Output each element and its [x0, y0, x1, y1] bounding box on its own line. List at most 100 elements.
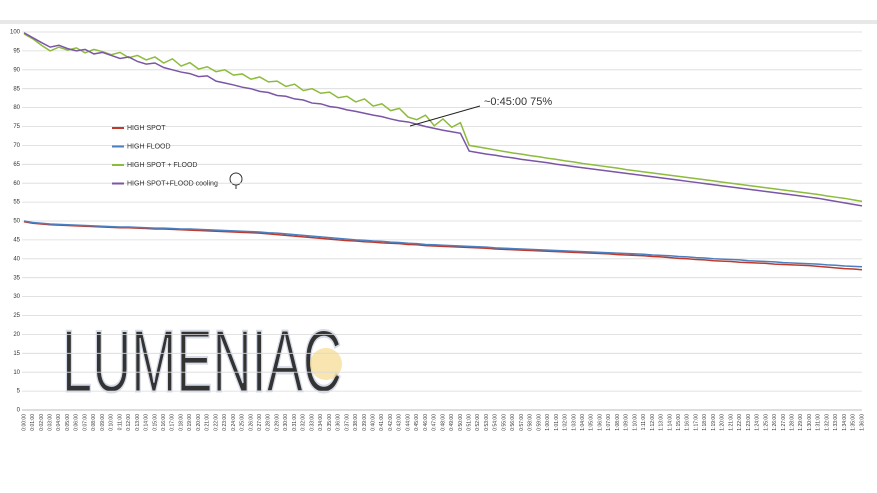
x-tick-label: 0:45:00: [414, 414, 420, 431]
x-tick-label: 1:09:00: [624, 414, 630, 431]
x-tick-label: 1:06:00: [597, 414, 603, 431]
x-tick-label: 0:44:00: [405, 414, 411, 431]
x-tick-label: 0:07:00: [82, 414, 88, 431]
x-tick-label: 1:33:00: [833, 414, 839, 431]
x-tick-label: 0:48:00: [440, 414, 446, 431]
x-tick-label: 0:35:00: [327, 414, 333, 431]
x-tick-label: 0:43:00: [397, 414, 403, 431]
x-tick-label: 0:05:00: [65, 414, 71, 431]
x-tick-label: 0:26:00: [248, 414, 254, 431]
x-tick-label: 1:03:00: [571, 414, 577, 431]
x-tick-label: 0:34:00: [318, 414, 324, 431]
x-tick-label: 1:20:00: [720, 414, 726, 431]
x-tick-label: 1:08:00: [615, 414, 621, 431]
y-tick-label: 30: [13, 294, 20, 300]
y-tick-label: 75: [13, 124, 20, 130]
x-tick-label: 0:16:00: [161, 414, 167, 431]
x-tick-label: 1:02:00: [563, 414, 569, 431]
x-tick-label: 0:39:00: [362, 414, 368, 431]
x-tick-label: 0:11:00: [117, 414, 123, 431]
x-tick-label: 0:28:00: [266, 414, 272, 431]
x-tick-label: 1:36:00: [859, 414, 865, 431]
legend-label: HIGH SPOT + FLOOD: [127, 162, 197, 169]
x-tick-label: 1:12:00: [650, 414, 656, 431]
y-tick-label: 10: [13, 370, 20, 376]
x-tick-label: 1:01:00: [554, 414, 560, 431]
x-tick-label: 0:47:00: [432, 414, 438, 431]
x-tick-label: 0:41:00: [379, 414, 385, 431]
x-tick-label: 0:02:00: [39, 414, 45, 431]
x-tick-label: 1:25:00: [763, 414, 769, 431]
y-tick-label: 25: [13, 313, 20, 319]
x-tick-label: 0:04:00: [56, 414, 62, 431]
x-tick-label: 1:29:00: [798, 414, 804, 431]
y-tick-label: 45: [13, 237, 20, 243]
x-tick-label: 0:25:00: [240, 414, 246, 431]
x-tick-label: 0:21:00: [205, 414, 211, 431]
x-tick-label: 0:13:00: [135, 414, 141, 431]
x-tick-label: 1:21:00: [728, 414, 734, 431]
x-tick-label: 1:22:00: [737, 414, 743, 431]
x-tick-label: 0:33:00: [309, 414, 315, 431]
annotation-arrow: [409, 105, 481, 127]
x-tick-label: 1:19:00: [711, 414, 717, 431]
line: [23, 33, 863, 203]
x-tick-label: 1:28:00: [789, 414, 795, 431]
x-tick-label: 1:05:00: [589, 414, 595, 431]
x-tick-label: 0:54:00: [493, 414, 499, 431]
x-tick-label: 0:15:00: [152, 414, 158, 431]
x-tick-label: 0:27:00: [257, 414, 263, 431]
watermark-icon: [310, 348, 342, 380]
x-tick-label: 0:20:00: [196, 414, 202, 431]
x-tick-label: 1:13:00: [659, 414, 665, 431]
y-tick-label: 60: [13, 181, 20, 187]
x-tick-label: 0:57:00: [519, 414, 525, 431]
x-tick-label: 1:26:00: [772, 414, 778, 431]
legend-label: HIGH SPOT+FLOOD cooling: [127, 180, 218, 187]
top-bar: [0, 20, 877, 24]
x-tick-label: 0:50:00: [458, 414, 464, 431]
x-tick-label: 1:07:00: [606, 414, 612, 431]
x-tick-label: 1:18:00: [702, 414, 708, 431]
x-tick-label: 1:17:00: [693, 414, 699, 431]
x-tick-label: 1:04:00: [580, 414, 586, 431]
y-tick-label: 0: [17, 408, 21, 414]
x-tick-label: 1:16:00: [685, 414, 691, 431]
watermark: LUMENIAC: [62, 311, 342, 410]
x-tick-label: 0:03:00: [48, 414, 54, 431]
y-tick-label: 50: [13, 219, 20, 225]
x-tick-label: 1:32:00: [824, 414, 830, 431]
y-tick-label: 85: [13, 86, 20, 92]
x-tick-label: 1:00:00: [545, 414, 551, 431]
x-tick-label: 1:30:00: [807, 414, 813, 431]
x-tick-label: 0:22:00: [213, 414, 219, 431]
legend-label: HIGH FLOOD: [127, 143, 171, 150]
x-tick-label: 0:09:00: [100, 414, 106, 431]
x-tick-label: 0:49:00: [449, 414, 455, 431]
y-tick-label: 80: [13, 105, 20, 111]
y-tick-label: 15: [13, 351, 20, 357]
x-tick-label: 1:24:00: [755, 414, 761, 431]
x-tick-label: 0:18:00: [178, 414, 184, 431]
x-tick-label: 0:01:00: [30, 414, 36, 431]
x-tick-label: 0:08:00: [91, 414, 97, 431]
x-tick-label: 0:10:00: [109, 414, 115, 431]
x-tick-label: 0:00:00: [21, 414, 27, 431]
x-tick-label: 0:51:00: [467, 414, 473, 431]
x-tick-label: 1:23:00: [746, 414, 752, 431]
y-tick-label: 55: [13, 200, 20, 206]
x-tick-label: 0:37:00: [344, 414, 350, 431]
x-tick-label: 1:27:00: [781, 414, 787, 431]
y-tick-label: 65: [13, 162, 20, 168]
x-tick-label: 1:35:00: [851, 414, 857, 431]
y-tick-label: 95: [13, 48, 20, 54]
x-tick-label: 1:31:00: [816, 414, 822, 431]
x-tick-label: 0:12:00: [126, 414, 132, 431]
y-tick-label: 35: [13, 275, 20, 281]
x-tick-label: 0:53:00: [484, 414, 490, 431]
annotation: ~0:45:00 75%: [484, 96, 552, 108]
line: [23, 220, 863, 268]
x-tick-label: 0:31:00: [292, 414, 298, 431]
x-tick-label: 0:46:00: [423, 414, 429, 431]
x-tick-label: 0:42:00: [388, 414, 394, 431]
